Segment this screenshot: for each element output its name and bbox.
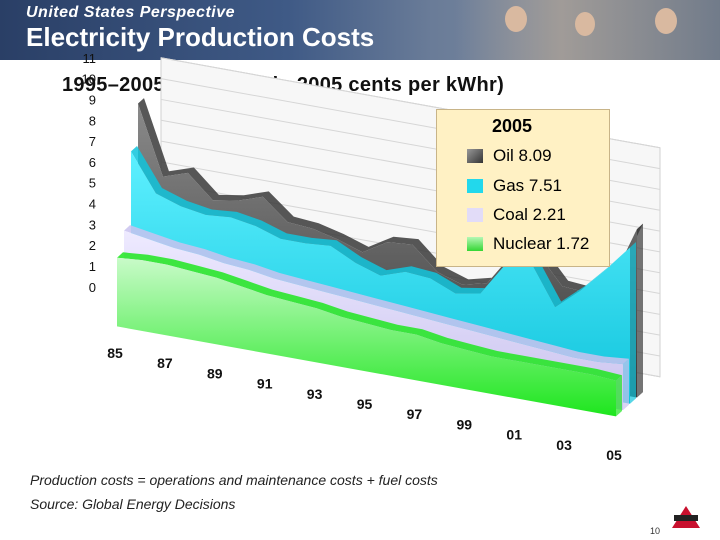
legend-label-oil: Oil 8.09 xyxy=(493,146,552,165)
x-tick-label: 99 xyxy=(457,416,473,432)
area-end-coal xyxy=(623,358,629,411)
x-tick-label: 91 xyxy=(257,376,273,392)
legend-swatch-gas xyxy=(467,179,483,193)
y-tick-label: 4 xyxy=(89,197,96,212)
area-top-nuclear xyxy=(117,252,622,381)
y-axis-ticks: 0 1 2 3 4 5 6 7 8 9 10 11 xyxy=(82,51,96,295)
y-tick-label: 9 xyxy=(89,92,96,107)
x-tick-label: 87 xyxy=(157,355,173,371)
area-top-oil xyxy=(138,98,643,293)
slide-header: United States Perspective Electricity Pr… xyxy=(0,0,720,60)
header-photo xyxy=(455,0,720,60)
area-series-nuclear xyxy=(117,257,616,417)
y-tick-label: 5 xyxy=(89,176,96,191)
x-tick-label: 05 xyxy=(606,447,622,463)
page-number: 10 xyxy=(650,526,661,536)
definition-note: Production costs = operations and mainte… xyxy=(30,472,438,488)
company-logo-icon xyxy=(672,506,700,528)
x-tick-label: 01 xyxy=(506,427,522,443)
y-tick-label: 8 xyxy=(89,113,96,128)
legend-label-nuclear: Nuclear 1.72 xyxy=(493,234,590,253)
legend-swatch-nuclear xyxy=(467,237,483,251)
legend-swatch-oil xyxy=(467,149,483,163)
y-tick-label: 7 xyxy=(89,134,96,149)
legend: 2005 Oil 8.09 Gas 7.51 Coal 2.21 Nuclear… xyxy=(436,109,610,267)
y-tick-label: 6 xyxy=(89,155,96,170)
x-axis-ticks: 85 87 89 91 93 95 97 99 01 03 05 xyxy=(107,345,622,463)
legend-label-coal: Coal 2.21 xyxy=(493,205,566,224)
area-top-gas xyxy=(131,146,636,308)
header-subtitle: United States Perspective xyxy=(26,4,236,21)
x-tick-label: 89 xyxy=(207,365,223,381)
y-tick-label: 0 xyxy=(89,280,96,295)
y-tick-label: 10 xyxy=(82,72,96,87)
header-title: Electricity Production Costs xyxy=(26,22,375,52)
legend-title: 2005 xyxy=(492,116,533,136)
y-tick-label: 1 xyxy=(89,259,96,274)
area-end-gas xyxy=(630,242,636,404)
chart-areas xyxy=(117,98,643,417)
x-tick-label: 97 xyxy=(407,406,423,422)
area-end-nuclear xyxy=(616,375,622,417)
x-tick-label: 85 xyxy=(107,345,123,361)
x-tick-label: 95 xyxy=(357,396,373,412)
y-tick-label: 11 xyxy=(83,51,97,66)
legend-label-gas: Gas 7.51 xyxy=(493,176,562,195)
x-tick-label: 93 xyxy=(307,386,323,402)
area-end-oil xyxy=(637,223,643,398)
source-note: Source: Global Energy Decisions xyxy=(30,496,236,512)
x-tick-label: 03 xyxy=(556,437,572,453)
legend-swatch-coal xyxy=(467,208,483,222)
y-tick-label: 2 xyxy=(89,238,96,253)
y-tick-label: 3 xyxy=(89,217,96,232)
